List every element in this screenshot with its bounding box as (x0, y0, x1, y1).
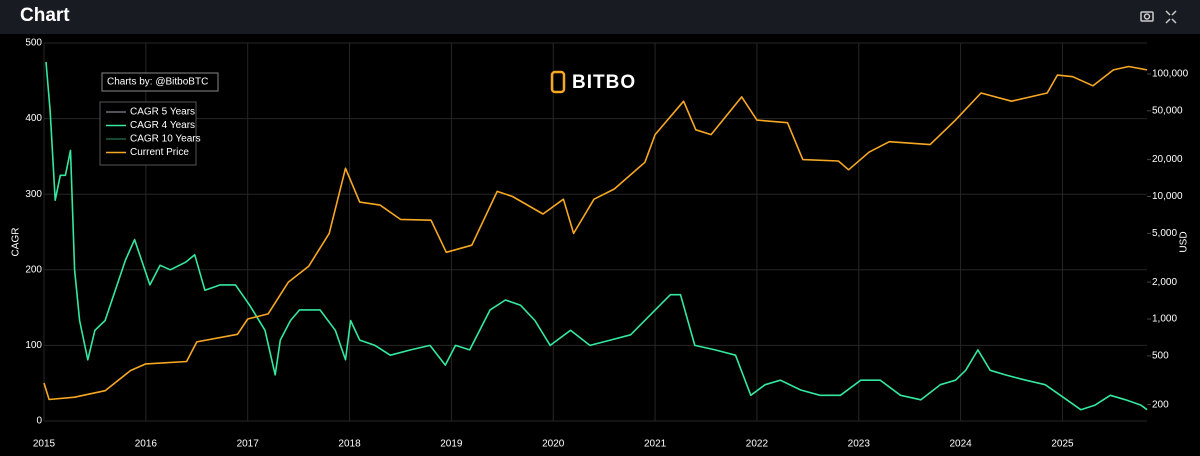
x-tick-label: 2016 (135, 439, 158, 450)
y-tick-label: 200 (25, 264, 42, 275)
credit-box (101, 72, 219, 92)
x-tick-label: 2021 (644, 439, 667, 450)
x-tick-label: 2024 (949, 439, 972, 450)
x-tick-label: 2025 (1051, 439, 1074, 450)
y2-tick-label: 20,000 (1152, 154, 1183, 165)
y-axis-label: CAGR (11, 228, 22, 257)
logo: BITBO (550, 70, 636, 94)
x-tick-label: 2019 (440, 439, 463, 450)
y2-tick-label: 100,000 (1152, 69, 1189, 80)
x-tick-label: 2018 (338, 439, 361, 450)
series-line (45, 61, 1148, 411)
chart: BITBO Charts by: @BitboBTC CAGR USD 2015… (11, 38, 1190, 450)
y2-tick-label: 50,000 (1152, 105, 1183, 116)
y-tick-label: 0 (36, 416, 42, 427)
y-tick-label: 500 (25, 38, 42, 49)
header-title: Chart (20, 5, 70, 26)
credit: Charts by: @BitboBTC (107, 77, 208, 88)
legend-label: CAGR 10 Years (130, 134, 201, 145)
watermark: BITBO (572, 72, 636, 93)
x-tick-label: 2023 (848, 439, 871, 450)
x-tick-label: 2017 (237, 439, 260, 450)
y2-tick-label: 2,000 (1152, 277, 1177, 288)
y2-tick-label: 10,000 (1152, 191, 1183, 202)
legend-label: Current Price (130, 147, 189, 158)
camera-icon[interactable] (1140, 11, 1154, 22)
y-tick-label: 300 (25, 189, 42, 200)
x-tick-label: 2022 (746, 439, 769, 450)
header: Chart (0, 0, 1200, 34)
header-icons (1140, 10, 1177, 24)
x-tick-label: 2020 (542, 439, 565, 450)
grid (43, 42, 1147, 422)
y2-tick-label: 500 (1152, 351, 1169, 362)
x-tick-label: 2015 (33, 439, 56, 450)
plot-root: BITBO Charts by: @BitboBTC CAGR USD 2015… (11, 38, 1190, 450)
y2-tick-label: 5,000 (1152, 228, 1177, 239)
series-line (43, 65, 1148, 401)
y2-axis-label: USD (1179, 231, 1190, 252)
y2-tick-label: 1,000 (1152, 314, 1177, 325)
logo-icon (550, 70, 566, 94)
y-tick-label: 400 (25, 113, 42, 124)
y2-tick-label: 200 (1152, 399, 1169, 410)
legend: CAGR 5 Years CAGR 4 Years CAGR 10 Years Cur… (99, 101, 201, 166)
fullscreen-icon[interactable] (1165, 10, 1177, 24)
legend-label: CAGR 5 Years (130, 107, 195, 118)
legend-label: CAGR 4 Years (130, 120, 195, 131)
y-tick-label: 100 (25, 340, 42, 351)
